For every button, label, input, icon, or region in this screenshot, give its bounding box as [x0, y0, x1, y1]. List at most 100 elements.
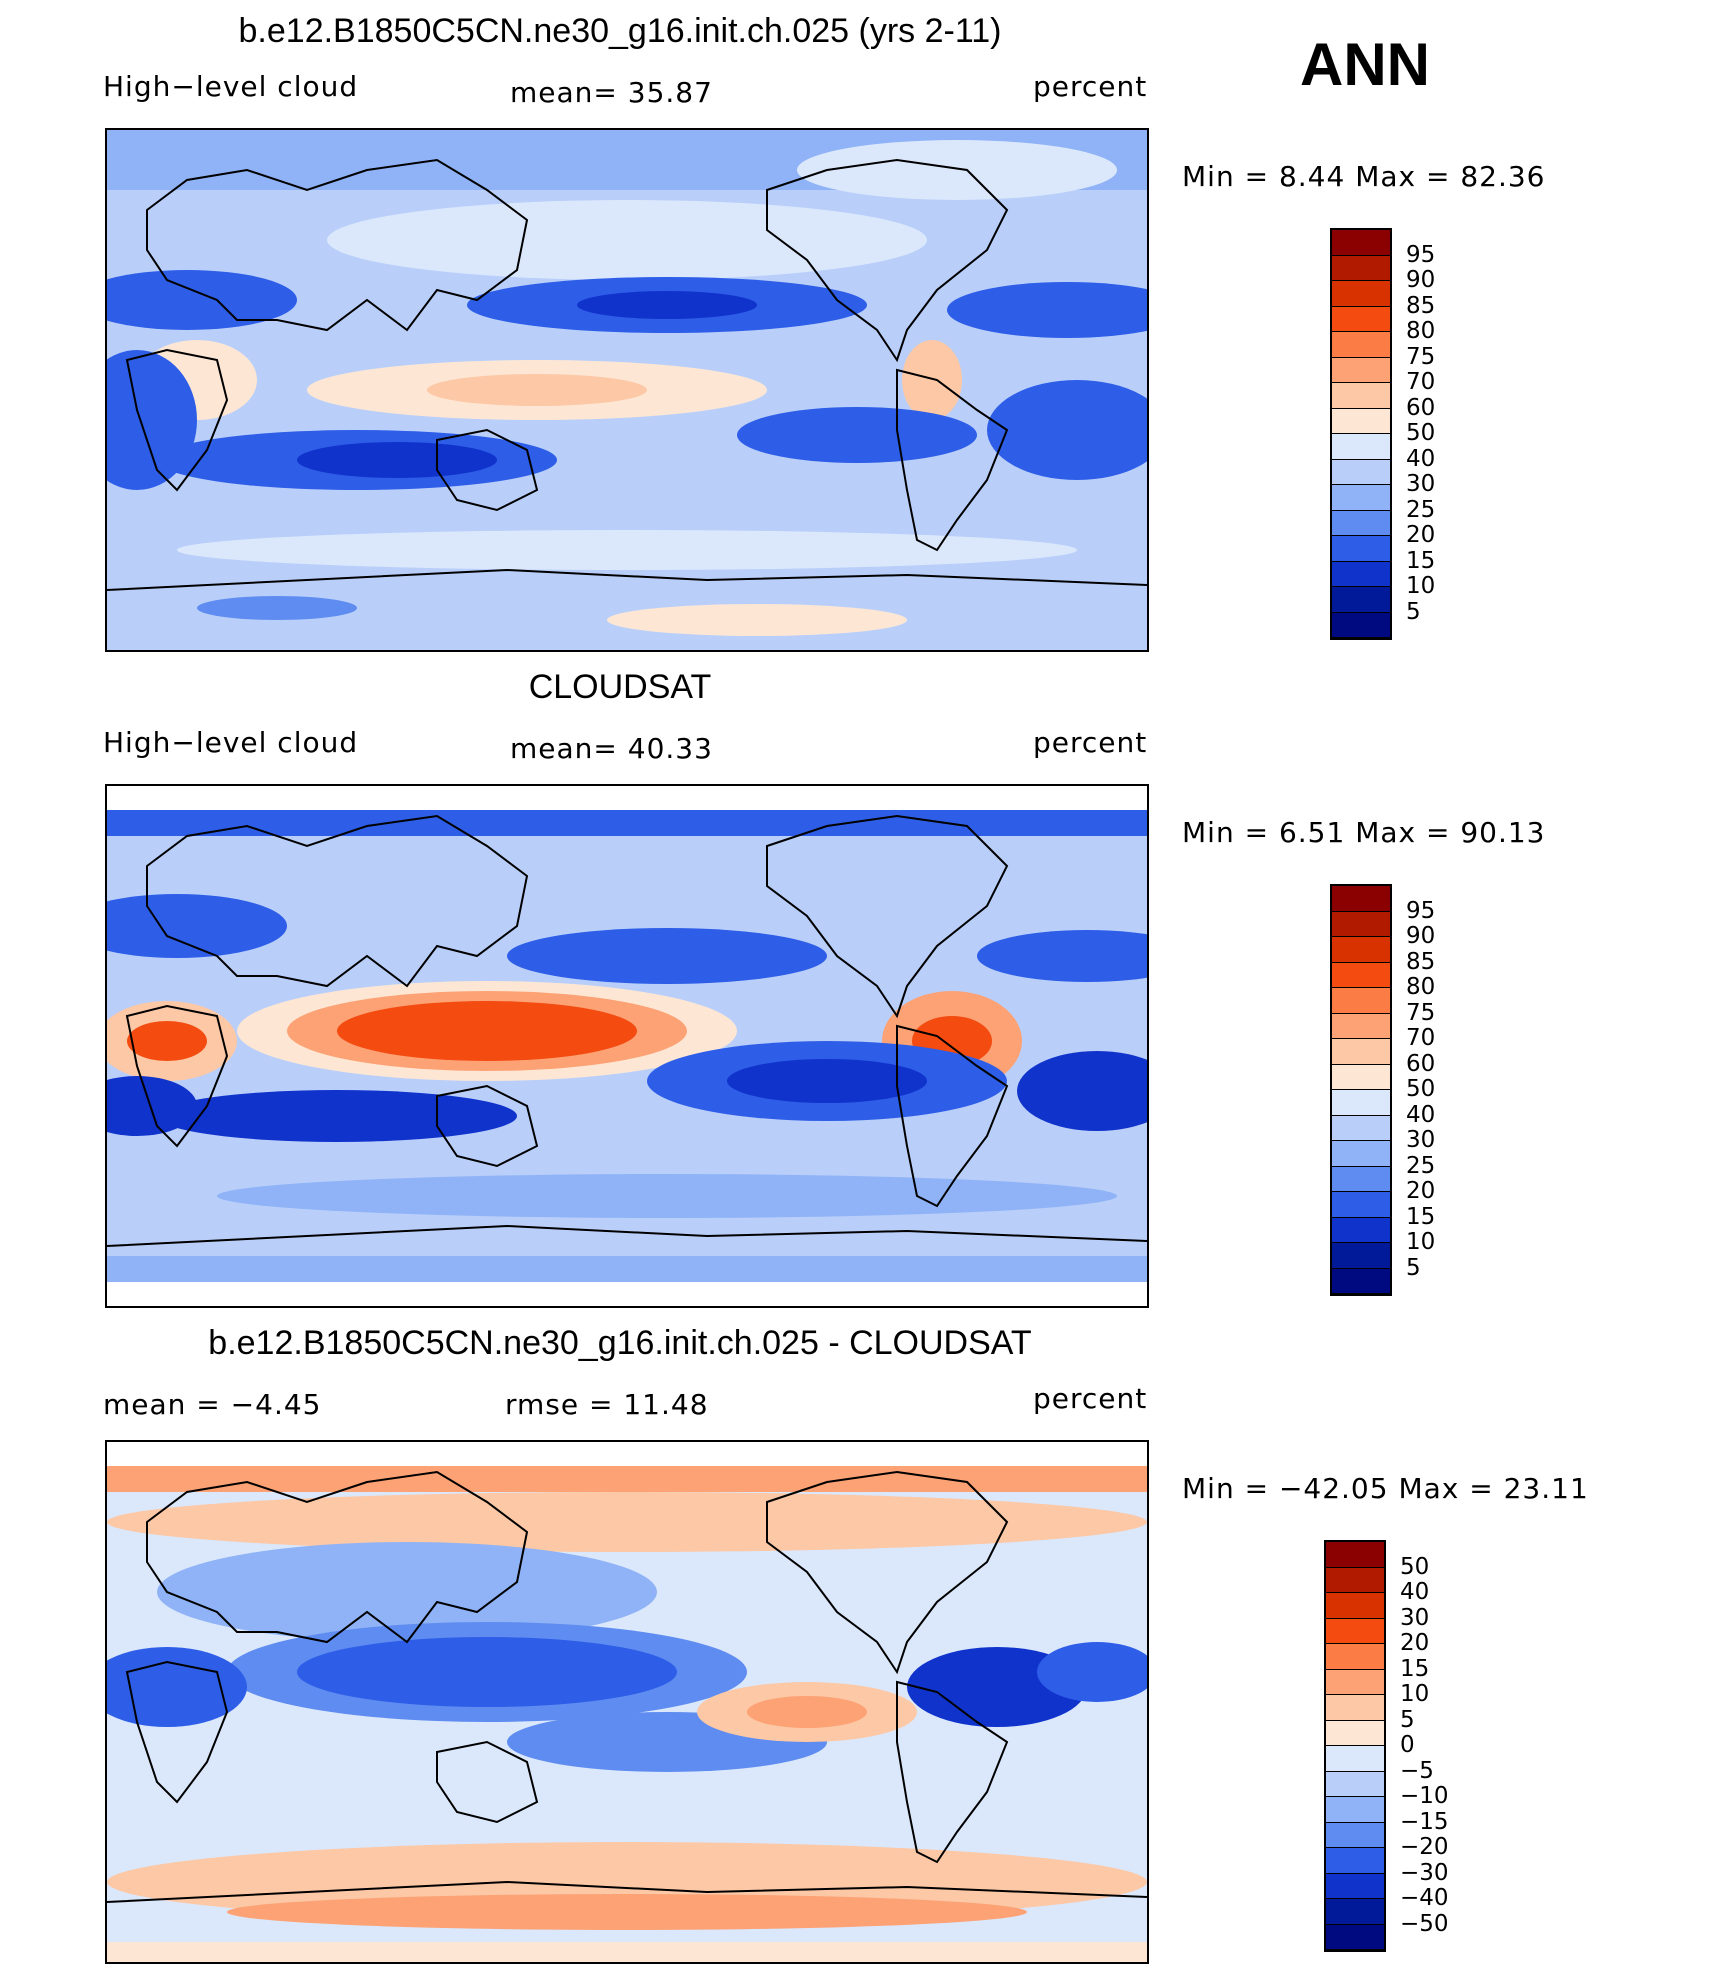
colorbar-tick-label: −50: [1400, 1910, 1449, 1937]
colorbar-box: [1332, 1064, 1390, 1090]
colorbar-tick-label: 80: [1406, 318, 1436, 344]
panel2-mean-label: mean= 40.33: [510, 732, 713, 765]
colorbar-tick-label: 30: [1406, 1127, 1436, 1153]
colorbar-box: [1326, 1848, 1384, 1874]
colorbar-box: [1332, 1243, 1390, 1269]
panel2-title: CLOUDSAT: [528, 668, 712, 706]
colorbar-box: [1332, 459, 1390, 485]
colorbar-tick-label: 15: [1400, 1655, 1430, 1682]
panel3-map: [105, 1440, 1149, 1964]
colorbar-box: [1332, 1192, 1390, 1218]
colorbar-tick-label: 40: [1400, 1579, 1430, 1605]
colorbar-box: [1326, 1593, 1384, 1619]
colorbar-tick-label: 5: [1400, 1706, 1415, 1733]
colorbar-tick-label: 95: [1406, 897, 1436, 924]
colorbar-box: [1332, 937, 1390, 963]
colorbar-box: [1332, 434, 1390, 460]
colorbar-box: [1332, 383, 1390, 409]
panel1-mean-label: mean= 35.87: [510, 76, 713, 109]
colorbar-box: [1332, 587, 1390, 613]
colorbar-tick-label: 5: [1406, 1254, 1421, 1281]
colorbar-tick-label: 10: [1406, 573, 1436, 599]
colorbar-tick-label: 30: [1400, 1604, 1430, 1631]
colorbar-box: [1332, 1115, 1390, 1141]
colorbar-box: [1332, 332, 1390, 358]
colorbar-box: [1332, 408, 1390, 434]
colorbar-tick-label: 0: [1400, 1732, 1415, 1758]
colorbar-box: [1326, 1797, 1384, 1823]
colorbar-tick-label: 75: [1406, 999, 1436, 1026]
colorbar-tick-label: 30: [1406, 471, 1436, 497]
panel3-minmax: Min = −42.05 Max = 23.11: [1182, 1472, 1589, 1505]
colorbar-box: [1332, 281, 1390, 307]
panel2-map: [105, 784, 1149, 1308]
colorbar-tick-label: 75: [1406, 343, 1436, 370]
colorbar-box: [1326, 1720, 1384, 1746]
panel3-colorbar: 50 40 30 20 15 10 5 0 −5 −10 −15 −20 −30 −40 −50: [1324, 1540, 1449, 1952]
colorbar-box: [1332, 510, 1390, 536]
colorbar-tick-label: 50: [1406, 1076, 1436, 1102]
panel1-title: b.e12.B1850C5CN.ne30_g16.init.ch.025 (yr…: [238, 12, 1002, 50]
colorbar-tick-label: 85: [1406, 292, 1436, 319]
panel2-minmax: Min = 6.51 Max = 90.13: [1182, 816, 1546, 849]
colorbar-tick-label: 20: [1406, 1178, 1436, 1204]
colorbar-tick-label: −10: [1400, 1783, 1449, 1809]
colorbar-box: [1332, 1217, 1390, 1243]
colorbar-tick-label: 40: [1406, 445, 1436, 472]
colorbar-box: [1332, 485, 1390, 511]
colorbar-box: [1332, 230, 1390, 256]
colorbar-tick-label: 60: [1406, 1050, 1436, 1077]
colorbar-box: [1326, 1822, 1384, 1848]
colorbar-tick-label: 40: [1406, 1101, 1436, 1128]
colorbar-tick-label: −5: [1400, 1757, 1434, 1784]
colorbar-tick-label: 80: [1406, 974, 1436, 1000]
panel1-colorbar: 95 90 85 80 75 70 60 50 40 30 25 20 15 10 5: [1330, 228, 1435, 640]
colorbar-box: [1332, 306, 1390, 332]
colorbar-tick-label: −40: [1400, 1885, 1449, 1911]
panel1-contours: [107, 130, 1147, 650]
colorbar-tick-label: 70: [1406, 369, 1436, 395]
colorbar-tick-label: 15: [1406, 1203, 1436, 1230]
colorbar-box: [1326, 1873, 1384, 1899]
colorbar-tick-label: 20: [1406, 522, 1436, 548]
panel1-variable-label: High−level cloud: [103, 70, 359, 103]
colorbar-tick-label: 10: [1406, 1229, 1436, 1255]
panel3-mean-label: mean = −4.45: [103, 1388, 322, 1421]
colorbar-tick-label: 50: [1400, 1553, 1430, 1580]
colorbar-box: [1332, 1268, 1390, 1294]
colorbar-box: [1326, 1924, 1384, 1950]
colorbar-tick-label: 25: [1406, 496, 1436, 523]
colorbar-box: [1332, 561, 1390, 587]
colorbar-box: [1326, 1542, 1384, 1568]
colorbar-tick-label: 90: [1406, 923, 1436, 949]
colorbar-box: [1326, 1899, 1384, 1925]
colorbar-box: [1332, 357, 1390, 383]
colorbar-tick-label: 90: [1406, 267, 1436, 293]
colorbar-box: [1326, 1644, 1384, 1670]
colorbar-tick-label: 70: [1406, 1025, 1436, 1051]
colorbar-box: [1332, 962, 1390, 988]
colorbar-box: [1332, 1141, 1390, 1167]
colorbar-tick-label: 20: [1400, 1630, 1430, 1656]
panel3-title: b.e12.B1850C5CN.ne30_g16.init.ch.025 - C…: [208, 1324, 1032, 1362]
panel3-units-label: percent: [1033, 1382, 1148, 1415]
colorbar-box: [1326, 1695, 1384, 1721]
colorbar-box: [1326, 1669, 1384, 1695]
panel2-colorbar: 95 90 85 80 75 70 60 50 40 30 25 20 15 10 5: [1330, 884, 1435, 1296]
colorbar-tick-label: 10: [1400, 1681, 1430, 1707]
panel1-map: [105, 128, 1149, 652]
panel3-contours: [107, 1442, 1147, 1962]
colorbar-box: [1332, 911, 1390, 937]
colorbar-box: [1332, 886, 1390, 912]
colorbar-box: [1332, 1090, 1390, 1116]
panel2-contours: [107, 786, 1147, 1306]
colorbar-tick-label: 5: [1406, 598, 1421, 625]
colorbar-box: [1332, 1039, 1390, 1065]
colorbar-tick-label: −15: [1400, 1808, 1449, 1835]
colorbar-box: [1332, 1166, 1390, 1192]
colorbar-tick-label: −20: [1400, 1834, 1449, 1860]
colorbar-box: [1326, 1771, 1384, 1797]
colorbar-tick-label: 25: [1406, 1152, 1436, 1179]
panel2-units-label: percent: [1033, 726, 1148, 759]
colorbar-tick-label: 85: [1406, 948, 1436, 975]
